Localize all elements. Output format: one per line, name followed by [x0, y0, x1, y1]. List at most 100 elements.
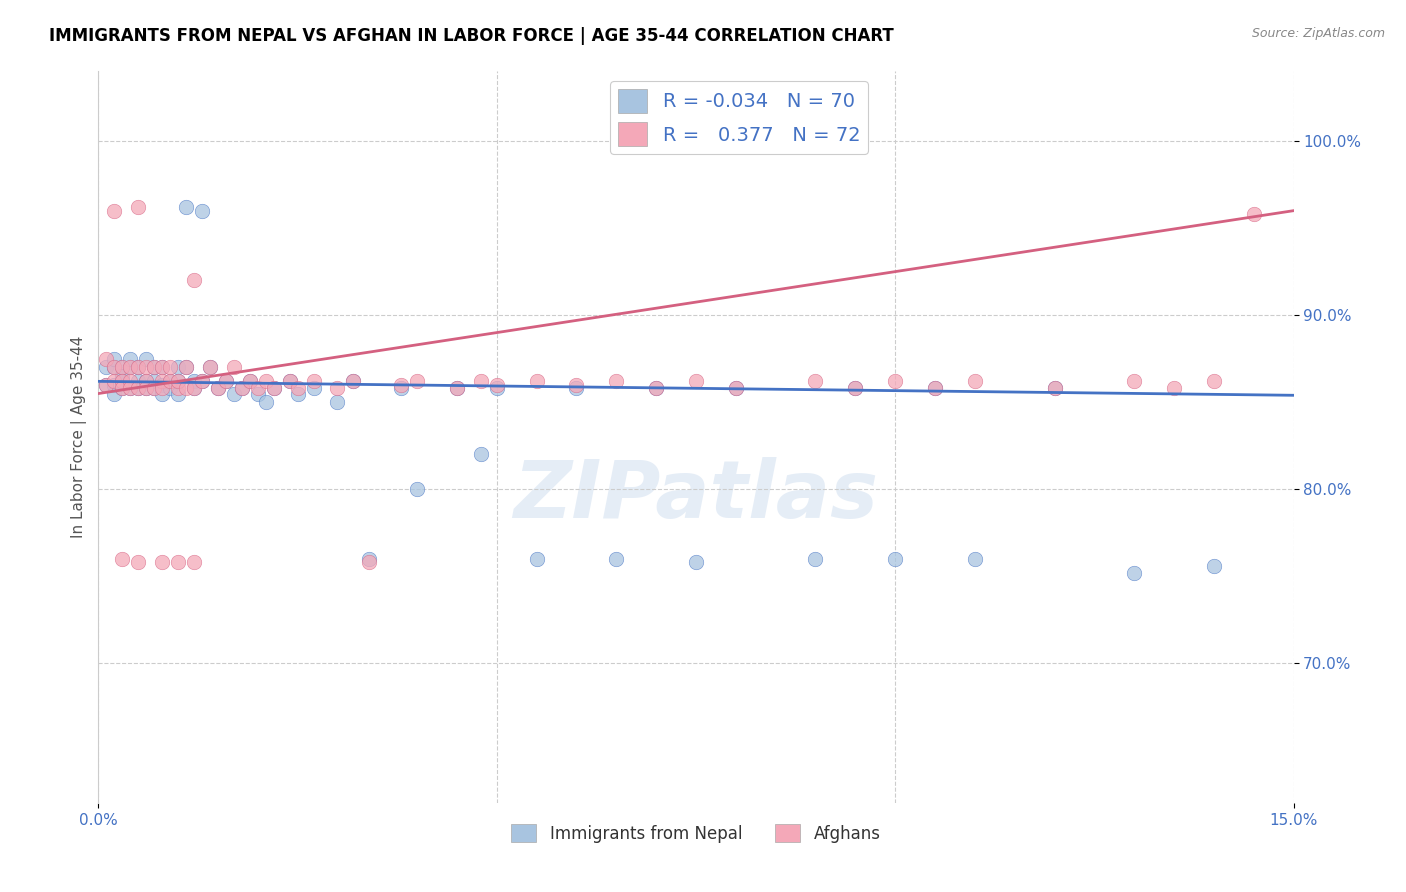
Point — [174, 360, 197, 375]
Point — [96, 377, 118, 392]
Point — [287, 386, 309, 401]
Point — [884, 552, 907, 566]
Point — [724, 381, 747, 395]
Text: Source: ZipAtlas.com: Source: ZipAtlas.com — [1251, 27, 1385, 40]
Point — [150, 556, 173, 570]
Point — [231, 381, 253, 395]
Point — [198, 360, 221, 375]
Point — [111, 375, 134, 389]
Point — [135, 360, 157, 375]
Point — [254, 375, 277, 389]
Point — [127, 381, 149, 395]
Point — [167, 375, 190, 389]
Point — [1123, 566, 1146, 580]
Point — [135, 375, 157, 389]
Point — [103, 203, 125, 218]
Point — [143, 360, 166, 375]
Point — [96, 360, 118, 375]
Point — [263, 381, 285, 395]
Point — [389, 381, 412, 395]
Point — [1123, 375, 1146, 389]
Point — [645, 381, 668, 395]
Point — [111, 381, 134, 395]
Point — [143, 381, 166, 395]
Point — [287, 381, 309, 395]
Y-axis label: In Labor Force | Age 35-44: In Labor Force | Age 35-44 — [72, 336, 87, 538]
Point — [167, 381, 190, 395]
Point — [359, 556, 381, 570]
Point — [120, 360, 142, 375]
Point — [231, 381, 253, 395]
Point — [485, 381, 508, 395]
Point — [222, 360, 245, 375]
Point — [685, 556, 707, 570]
Point — [198, 360, 221, 375]
Point — [127, 200, 149, 214]
Point — [174, 381, 197, 395]
Point — [526, 375, 548, 389]
Point — [143, 381, 166, 395]
Point — [150, 381, 173, 395]
Point — [263, 381, 285, 395]
Point — [103, 360, 125, 375]
Point — [150, 377, 173, 392]
Point — [120, 360, 142, 375]
Point — [150, 375, 173, 389]
Point — [278, 375, 301, 389]
Point — [135, 375, 157, 389]
Point — [645, 381, 668, 395]
Point — [446, 381, 468, 395]
Point — [605, 552, 627, 566]
Point — [326, 381, 349, 395]
Point — [96, 377, 118, 392]
Point — [183, 556, 205, 570]
Point — [406, 483, 429, 497]
Point — [1163, 381, 1185, 395]
Point — [159, 375, 181, 389]
Point — [103, 386, 125, 401]
Point — [470, 375, 492, 389]
Point — [302, 381, 325, 395]
Point — [1043, 381, 1066, 395]
Point — [167, 386, 190, 401]
Text: ZIPatlas: ZIPatlas — [513, 457, 879, 534]
Point — [143, 375, 166, 389]
Point — [207, 381, 229, 395]
Point — [963, 552, 986, 566]
Point — [222, 386, 245, 401]
Point — [342, 375, 364, 389]
Point — [111, 369, 134, 384]
Point — [804, 375, 827, 389]
Point — [565, 381, 588, 395]
Point — [191, 203, 214, 218]
Point — [174, 200, 197, 214]
Point — [239, 375, 262, 389]
Point — [111, 360, 134, 375]
Point — [143, 360, 166, 375]
Point — [470, 448, 492, 462]
Point — [605, 375, 627, 389]
Point — [103, 360, 125, 375]
Text: IMMIGRANTS FROM NEPAL VS AFGHAN IN LABOR FORCE | AGE 35-44 CORRELATION CHART: IMMIGRANTS FROM NEPAL VS AFGHAN IN LABOR… — [49, 27, 894, 45]
Point — [127, 556, 149, 570]
Point — [96, 351, 118, 366]
Point — [191, 375, 214, 389]
Point — [174, 360, 197, 375]
Point — [167, 360, 190, 375]
Point — [207, 381, 229, 395]
Point — [526, 552, 548, 566]
Point — [342, 375, 364, 389]
Point — [246, 386, 269, 401]
Point — [724, 381, 747, 395]
Point — [326, 395, 349, 409]
Point — [1202, 558, 1225, 573]
Point — [127, 360, 149, 375]
Point — [127, 375, 149, 389]
Point — [150, 360, 173, 375]
Point — [127, 360, 149, 375]
Point — [844, 381, 866, 395]
Point — [963, 375, 986, 389]
Point — [884, 375, 907, 389]
Point — [103, 375, 125, 389]
Point — [1202, 375, 1225, 389]
